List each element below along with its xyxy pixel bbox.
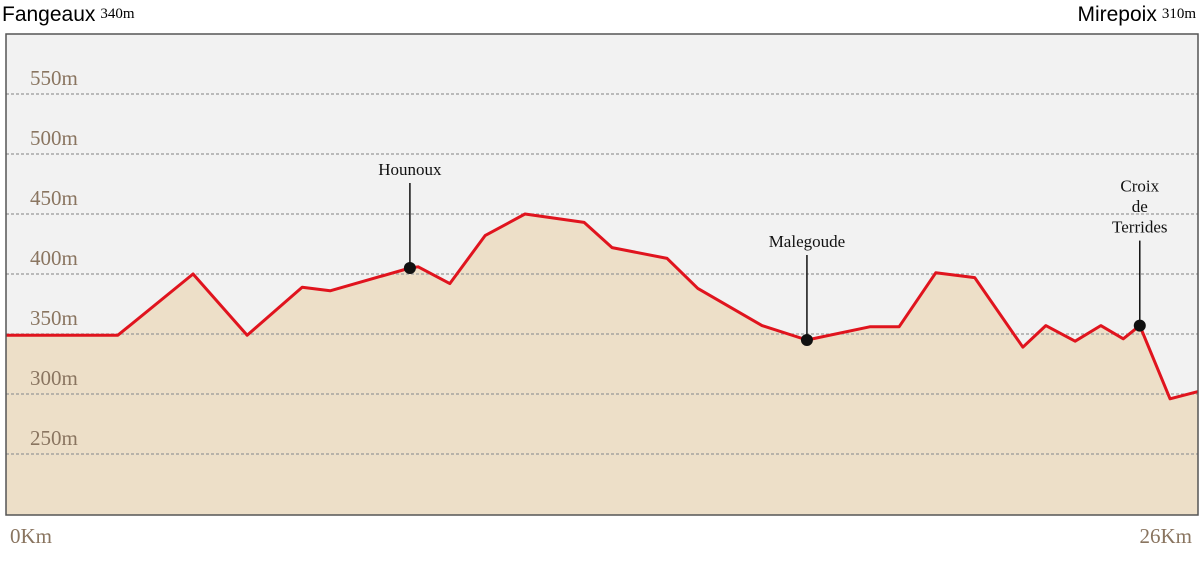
end-elevation: 310m xyxy=(1162,6,1197,22)
start-name: Fangeaux xyxy=(2,3,96,26)
marker-point xyxy=(1133,319,1146,332)
marker-label: Malegoude xyxy=(769,232,845,251)
y-tick-label: 250m xyxy=(30,426,78,450)
plot: 250m 300m 350m 400m 450m 500m 550m xyxy=(6,66,1199,515)
x-tick-label: 0Km xyxy=(10,524,52,548)
start-elevation: 340m xyxy=(100,6,135,22)
elevation-line xyxy=(6,212,1199,401)
marker-label: Hounoux xyxy=(378,160,442,179)
marker-point xyxy=(800,334,813,346)
marker-label: Croix xyxy=(1120,177,1159,196)
end-name: Mirepoix xyxy=(1077,3,1157,26)
y-tick-label: 500m xyxy=(30,126,78,150)
marker-label: Terrides xyxy=(1112,218,1167,237)
end-name: Mirepoix 310m xyxy=(1077,3,1196,26)
start-name: Fangeaux 340m xyxy=(2,3,135,26)
plot-frame xyxy=(5,33,1199,516)
y-tick-label: 400m xyxy=(30,246,78,270)
y-tick-label: 550m xyxy=(30,66,78,90)
y-tick-label: 450m xyxy=(30,186,78,210)
marker-label: de xyxy=(1132,197,1148,216)
y-tick-label: 300m xyxy=(30,366,78,390)
marker-point xyxy=(403,262,416,274)
y-tick-label: 350m xyxy=(30,306,78,330)
x-tick-label: 26Km xyxy=(1140,524,1193,548)
elevation-area xyxy=(6,214,1198,515)
